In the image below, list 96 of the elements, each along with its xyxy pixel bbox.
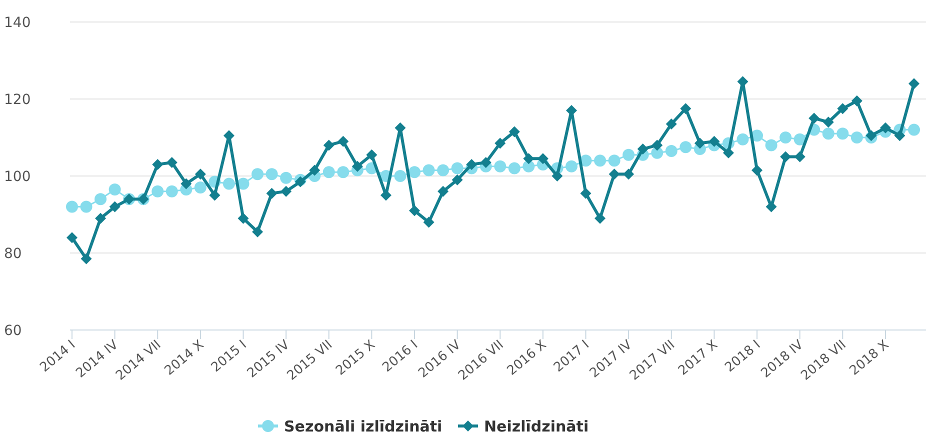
point <box>237 178 250 190</box>
point <box>437 164 450 176</box>
point <box>80 253 92 264</box>
point <box>808 112 820 124</box>
point <box>438 186 449 197</box>
point <box>294 176 306 188</box>
point <box>494 160 506 172</box>
point <box>352 160 363 172</box>
point <box>908 124 920 136</box>
point <box>680 141 692 154</box>
point <box>266 168 278 180</box>
point <box>280 186 292 197</box>
point <box>366 149 378 160</box>
point <box>109 201 120 212</box>
point <box>409 205 420 216</box>
point <box>794 133 806 146</box>
point <box>837 103 848 114</box>
point <box>736 133 749 146</box>
point <box>238 212 249 224</box>
point <box>508 162 520 174</box>
point <box>66 200 78 213</box>
point <box>494 138 506 149</box>
point <box>565 160 578 172</box>
point <box>180 178 192 190</box>
point <box>580 188 592 199</box>
point <box>322 166 335 178</box>
point <box>523 153 534 164</box>
point <box>152 185 164 198</box>
point <box>666 118 677 130</box>
point <box>752 164 763 176</box>
point <box>552 170 563 182</box>
point <box>280 172 292 184</box>
point <box>66 232 78 244</box>
point <box>622 148 635 161</box>
point <box>794 151 806 162</box>
point <box>80 200 92 213</box>
y-tick-label: 100 <box>4 168 31 185</box>
legend-label: Sezonāli izlīdzināti <box>284 417 442 436</box>
point <box>252 168 264 180</box>
point <box>537 153 548 164</box>
point <box>694 138 706 149</box>
point <box>209 190 220 201</box>
point <box>908 78 920 90</box>
point <box>452 174 463 186</box>
y-tick-label: 80 <box>4 246 22 262</box>
point <box>850 132 863 144</box>
point <box>152 158 164 170</box>
point <box>780 132 792 144</box>
point <box>608 154 620 167</box>
point <box>422 164 435 176</box>
point <box>508 126 520 138</box>
y-tick-label: 140 <box>4 14 31 31</box>
point <box>780 151 792 162</box>
y-tick-label: 60 <box>4 322 22 339</box>
point <box>894 130 906 142</box>
point <box>166 185 178 198</box>
point <box>637 144 648 155</box>
point <box>451 162 464 174</box>
point <box>194 168 206 180</box>
point <box>323 140 334 151</box>
point <box>680 103 692 114</box>
point <box>822 128 834 140</box>
point <box>594 212 606 224</box>
point <box>522 160 535 172</box>
point <box>394 170 406 182</box>
point <box>665 144 678 157</box>
point <box>309 164 320 176</box>
point <box>480 157 492 168</box>
point <box>408 166 421 178</box>
point <box>166 157 178 168</box>
point <box>652 140 663 151</box>
point <box>880 122 891 134</box>
point <box>766 201 777 212</box>
legend-label: Neizlīdzināti <box>484 417 589 436</box>
point <box>337 166 350 178</box>
point <box>623 168 634 180</box>
point <box>608 168 620 180</box>
point <box>423 216 434 228</box>
point <box>822 116 834 128</box>
point <box>266 188 278 199</box>
point <box>108 183 121 196</box>
point <box>722 147 734 158</box>
point <box>252 226 264 238</box>
point <box>222 178 235 190</box>
point <box>466 158 478 170</box>
point <box>765 139 778 152</box>
point <box>836 128 849 140</box>
point <box>851 95 862 106</box>
point <box>95 212 106 224</box>
point <box>708 136 720 147</box>
point <box>194 182 206 194</box>
point <box>580 154 592 167</box>
point <box>338 136 349 147</box>
y-tick-label: 120 <box>4 92 31 108</box>
point <box>94 193 107 206</box>
point <box>594 154 606 167</box>
